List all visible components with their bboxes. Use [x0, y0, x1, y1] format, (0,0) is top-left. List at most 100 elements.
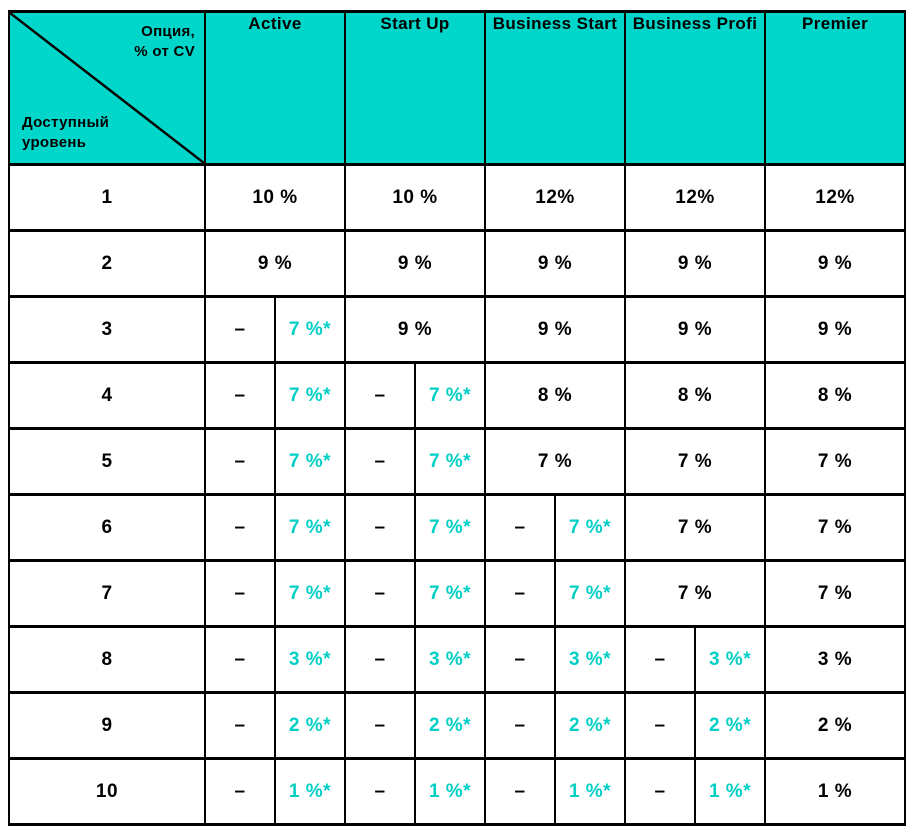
value-cell-dash: –: [484, 559, 557, 628]
value-cell-accent: 7 %*: [274, 361, 346, 430]
value-cell-accent: 3 %*: [274, 625, 346, 694]
header-row: Опция, % от CV Доступный уровень Active …: [8, 10, 907, 166]
value-cell-accent: 2 %*: [554, 691, 627, 760]
table-row: 10–1 %* –1 %* –1 %* –1 %* 1 %: [8, 757, 907, 826]
value-cell: 3 %: [764, 625, 907, 694]
value-cell-accent: 1 %*: [274, 757, 346, 826]
value-cell-dash: –: [344, 625, 416, 694]
corner-header-cell: Опция, % от CV Доступный уровень: [8, 10, 206, 166]
level-cell: 8: [8, 625, 206, 694]
value-cell-dash: –: [484, 493, 557, 562]
value-cell-accent: 1 %*: [413, 757, 487, 826]
value-cell: 9 %: [764, 295, 907, 364]
value-cell: 1 %: [764, 757, 907, 826]
value-cell-dash: –: [344, 361, 416, 430]
value-cell-accent: 2 %*: [413, 691, 487, 760]
column-header-active: Active: [204, 10, 346, 166]
column-header-premier: Premier: [764, 10, 907, 166]
value-cell-accent: 1 %*: [694, 757, 767, 826]
value-cell-accent: 2 %*: [694, 691, 767, 760]
value-cell-dash: –: [204, 361, 276, 430]
value-cell: 7 %: [764, 559, 907, 628]
level-cell: 6: [8, 493, 206, 562]
value-cell-dash: –: [484, 757, 557, 826]
value-cell: 7 %: [764, 493, 907, 562]
value-cell-dash: –: [204, 427, 276, 496]
value-cell-accent: 1 %*: [554, 757, 627, 826]
value-cell: 8 %: [624, 361, 767, 430]
value-cell-dash: –: [344, 427, 416, 496]
value-cell-accent: 3 %*: [694, 625, 767, 694]
level-cell: 5: [8, 427, 206, 496]
value-cell-accent: 7 %*: [413, 559, 487, 628]
value-cell: 7 %: [484, 427, 627, 496]
column-header-business-start: Business Start: [484, 10, 627, 166]
compensation-table: Опция, % от CV Доступный уровень Active …: [8, 10, 907, 826]
value-cell-accent: 7 %*: [274, 493, 346, 562]
table-row: 4–7 %* –7 %* 8 % 8 % 8 %: [8, 361, 907, 430]
value-cell-accent: 7 %*: [554, 559, 627, 628]
corner-label-option-pct-cv: Опция, % от CV: [134, 23, 195, 61]
value-cell-dash: –: [484, 691, 557, 760]
value-cell: 9 %: [484, 295, 627, 364]
level-cell: 2: [8, 229, 206, 298]
value-cell: 9 %: [204, 229, 346, 298]
value-cell-dash: –: [344, 559, 416, 628]
value-cell: 9 %: [624, 229, 767, 298]
value-cell: 12%: [484, 163, 627, 232]
value-cell: 7 %: [764, 427, 907, 496]
table-row: 6–7 %* –7 %* –7 %* 7 % 7 %: [8, 493, 907, 562]
value-cell-accent: 3 %*: [554, 625, 627, 694]
value-cell-dash: –: [204, 691, 276, 760]
value-cell-dash: –: [344, 691, 416, 760]
table-row: 1 10 % 10 % 12% 12% 12%: [8, 163, 907, 232]
value-cell: 12%: [624, 163, 767, 232]
value-cell-accent: 7 %*: [413, 493, 487, 562]
column-header-business-profi: Business Profi: [624, 10, 767, 166]
level-cell: 7: [8, 559, 206, 628]
column-header-start-up: Start Up: [343, 10, 487, 166]
value-cell-accent: 2 %*: [274, 691, 346, 760]
table-row: 7–7 %* –7 %* –7 %* 7 % 7 %: [8, 559, 907, 628]
value-cell: 10 %: [204, 163, 346, 232]
value-cell-dash: –: [624, 625, 697, 694]
value-cell-dash: –: [344, 493, 416, 562]
value-cell-dash: –: [204, 559, 276, 628]
level-cell: 3: [8, 295, 206, 364]
value-cell: 2 %: [764, 691, 907, 760]
value-cell-dash: –: [624, 691, 697, 760]
value-cell: 9 %: [343, 229, 487, 298]
table-row: 8–3 %* –3 %* –3 %* –3 %* 3 %: [8, 625, 907, 694]
value-cell: 8 %: [484, 361, 627, 430]
value-cell-dash: –: [624, 757, 697, 826]
level-cell: 4: [8, 361, 206, 430]
value-cell-dash: –: [204, 295, 276, 364]
value-cell: 8 %: [764, 361, 907, 430]
value-cell-accent: 7 %*: [274, 295, 346, 364]
value-cell: 10 %: [343, 163, 487, 232]
value-cell: 7 %: [624, 427, 767, 496]
table-body: 1 10 % 10 % 12% 12% 12% 2 9 % 9 % 9 % 9 % 9 % 3–7 %*…: [8, 163, 907, 826]
value-cell: 9 %: [764, 229, 907, 298]
level-cell: 1: [8, 163, 206, 232]
value-cell-dash: –: [204, 757, 276, 826]
value-cell: 7 %: [624, 559, 767, 628]
value-cell-accent: 7 %*: [554, 493, 627, 562]
value-cell-accent: 7 %*: [274, 427, 346, 496]
value-cell-dash: –: [204, 625, 276, 694]
corner-label-available-level: Доступный уровень: [22, 113, 110, 151]
value-cell-accent: 7 %*: [274, 559, 346, 628]
value-cell-dash: –: [484, 625, 557, 694]
value-cell: 7 %: [624, 493, 767, 562]
diagonal-divider-line: [11, 14, 203, 162]
value-cell-accent: 7 %*: [413, 361, 487, 430]
value-cell: 9 %: [343, 295, 487, 364]
table-row: 5–7 %* –7 %* 7 % 7 % 7 %: [8, 427, 907, 496]
level-cell: 10: [8, 757, 206, 826]
value-cell: 9 %: [484, 229, 627, 298]
value-cell-dash: –: [344, 757, 416, 826]
value-cell-dash: –: [204, 493, 276, 562]
level-cell: 9: [8, 691, 206, 760]
